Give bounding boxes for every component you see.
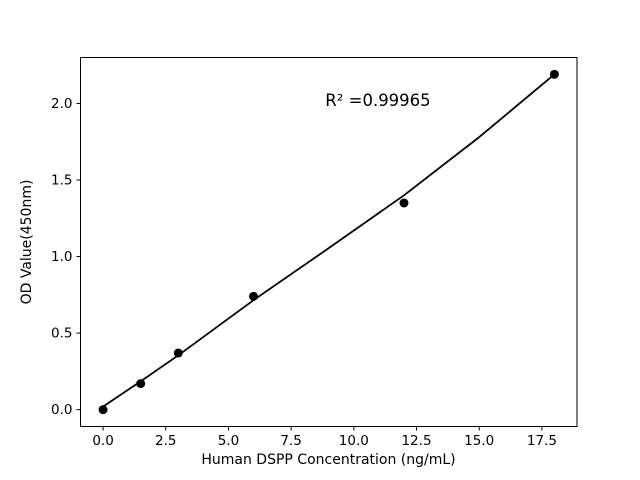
axes-border [80, 57, 578, 427]
r-squared-annotation: R² =0.99965 [325, 91, 430, 110]
x-tick-label: 17.5 [527, 433, 557, 449]
y-axis-label: OD Value(450nm) [19, 180, 35, 305]
data-points-group [98, 69, 559, 415]
x-axis-label: Human DSPP Concentration (ng/mL) [201, 452, 455, 468]
x-tick-label: 5.0 [218, 433, 239, 449]
y-axis-ticks: 0.0 0.5 1.0 1.5 2.0 [51, 96, 81, 418]
x-tick-label: 7.5 [280, 433, 301, 449]
y-tick-label: 1.0 [51, 249, 72, 265]
x-tick-label: 10.0 [339, 433, 369, 449]
data-point [549, 69, 559, 79]
x-tick-label: 12.5 [401, 433, 431, 449]
y-tick-label: 1.5 [51, 172, 72, 188]
data-point [249, 291, 259, 301]
data-point [173, 348, 183, 358]
x-tick-label: 2.5 [155, 433, 176, 449]
data-point [399, 198, 409, 208]
data-point [136, 379, 146, 389]
x-tick-label: 0.0 [92, 433, 113, 449]
y-tick-label: 0.5 [51, 326, 72, 342]
fit-line-group [102, 73, 556, 408]
data-point [98, 405, 108, 415]
x-axis-ticks: 0.0 2.5 5.0 7.5 10.0 12.5 15.0 17.5 [92, 426, 557, 449]
y-tick-label: 2.0 [51, 96, 72, 112]
x-tick-label: 15.0 [464, 433, 494, 449]
y-tick-label: 0.0 [51, 402, 72, 418]
fit-line [102, 73, 556, 408]
